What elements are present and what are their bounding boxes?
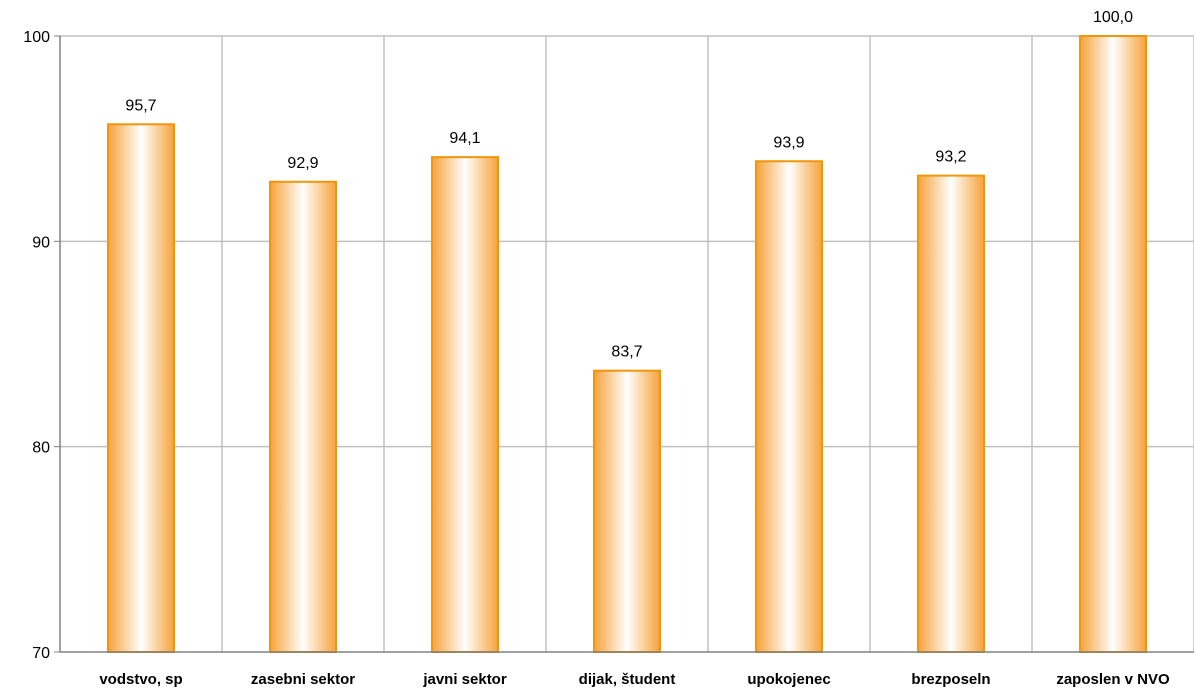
bar [1079, 35, 1147, 653]
bar [431, 156, 499, 653]
data-label: 95,7 [125, 97, 156, 114]
y-tick-label: 90 [32, 234, 50, 251]
labels: 70 80 90 100 95,7 vodstvo, sp 92,9 zasebni sekt… [23, 9, 1170, 688]
x-tick-label: vodstvo, sp [99, 671, 182, 688]
y-tick-label: 80 [32, 440, 50, 457]
x-tick-label: javni sektor [422, 671, 507, 688]
x-tick-label: brezposeln [911, 671, 990, 688]
bar [269, 180, 337, 654]
bar [593, 369, 661, 653]
bar [755, 160, 823, 653]
data-label: 83,7 [611, 344, 642, 361]
x-tick-label: upokojenec [747, 671, 830, 688]
x-tick-label: dijak, študent [579, 671, 676, 688]
grid-lines [60, 35, 1194, 652]
data-label: 93,9 [773, 134, 804, 151]
data-label: 92,9 [287, 155, 318, 172]
y-tick-label: 70 [32, 645, 50, 662]
bar [107, 123, 175, 653]
data-label: 93,2 [935, 149, 966, 166]
x-tick-label: zasebni sektor [251, 671, 355, 688]
x-tick-label: zaposlen v NVO [1056, 671, 1170, 688]
bars [107, 35, 1147, 654]
data-label: 94,1 [449, 130, 480, 147]
y-tick-label: 100 [23, 29, 50, 46]
axes [54, 35, 1194, 653]
data-label: 100,0 [1093, 9, 1133, 26]
bar [917, 174, 985, 653]
